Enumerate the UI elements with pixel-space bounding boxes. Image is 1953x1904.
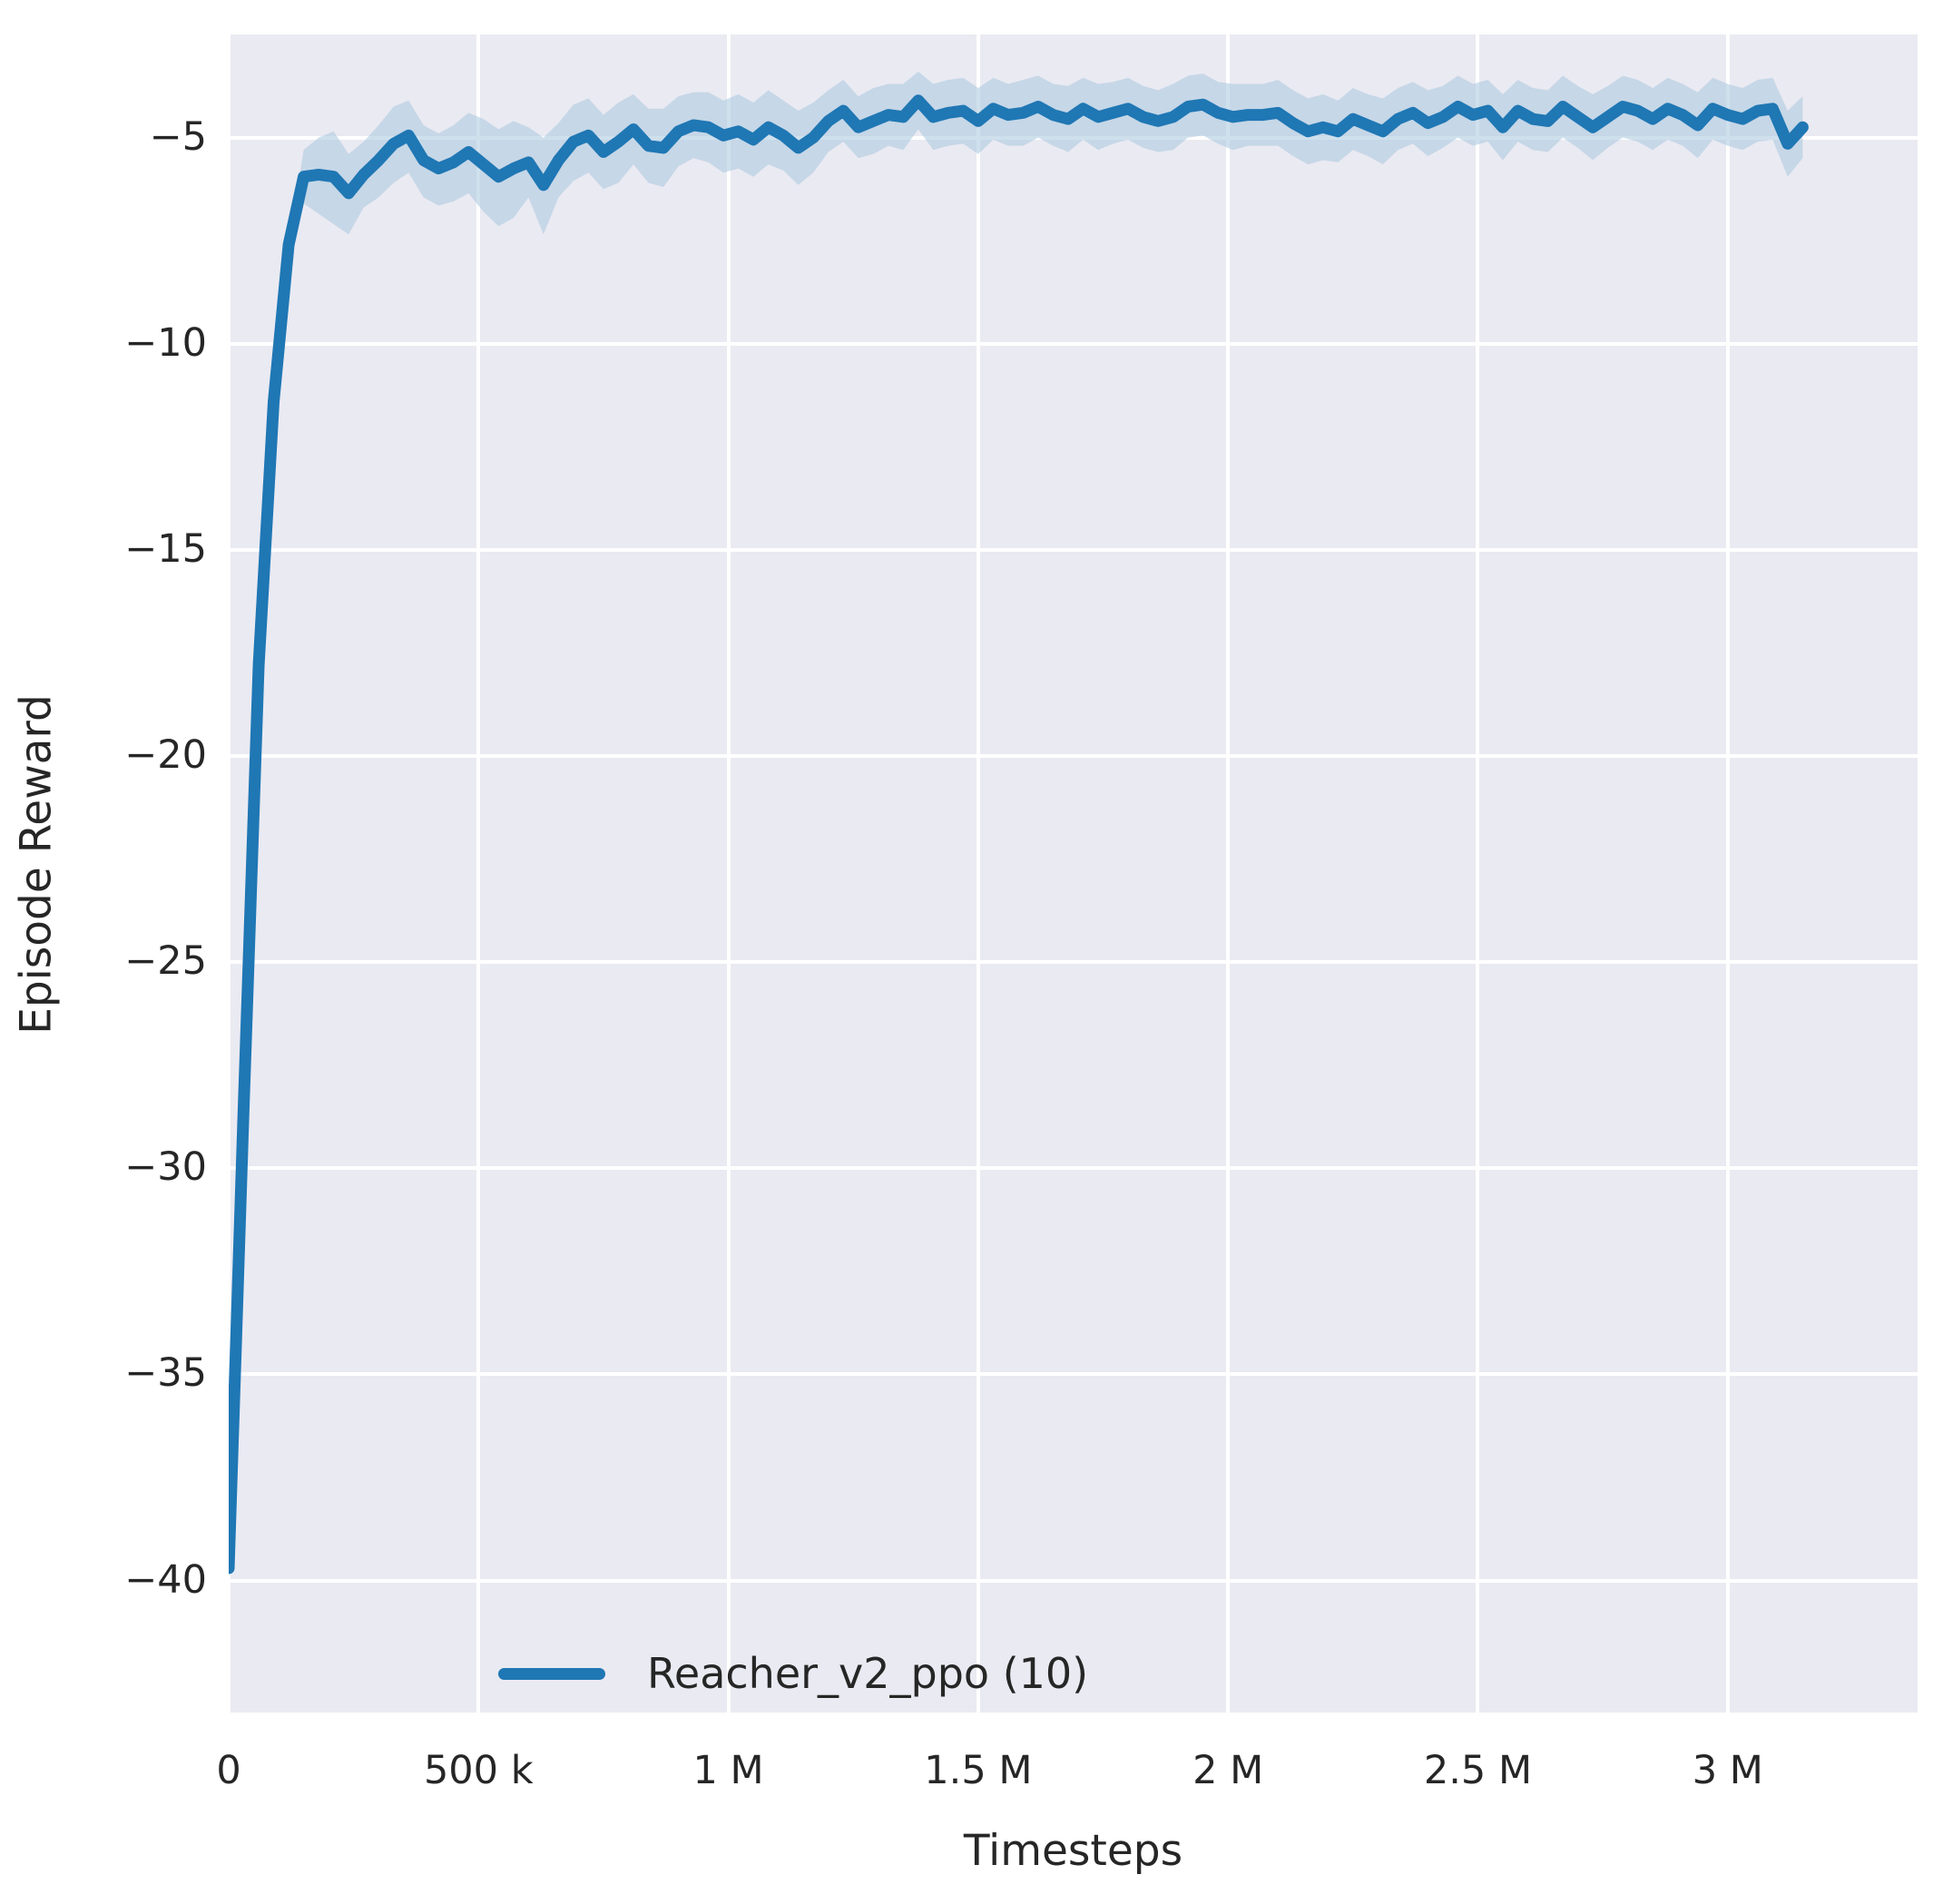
x-tick-label: 0 (216, 1748, 241, 1793)
gridline-vertical (1476, 34, 1480, 1713)
legend-label: Reacher_v2_ppo (10) (647, 1649, 1089, 1698)
gridline-vertical (1725, 34, 1730, 1713)
plot-area: Reacher_v2_ppo (10) (229, 34, 1918, 1713)
legend-line-swatch (498, 1667, 605, 1680)
gridline-vertical (476, 34, 481, 1713)
series-canvas (229, 71, 1809, 1575)
gridline-vertical (229, 34, 231, 1713)
y-tick-label: −35 (124, 1350, 207, 1397)
x-axis-label: Timesteps (963, 1826, 1183, 1876)
x-tick-label: 2.5 M (1423, 1748, 1533, 1793)
gridline-vertical (1226, 34, 1231, 1713)
x-tick-label: 1 M (692, 1748, 764, 1793)
gridline-horizontal (229, 1578, 1918, 1583)
gridline-horizontal (229, 960, 1918, 965)
y-axis-label: Episode Reward (11, 694, 62, 1035)
x-tick-label: 500 k (423, 1748, 534, 1793)
y-tick-label: −30 (124, 1144, 207, 1191)
confidence-band (229, 71, 1803, 1568)
gridline-vertical (726, 34, 731, 1713)
y-tick-label: −20 (124, 732, 207, 779)
y-tick-label: −15 (124, 525, 207, 572)
x-tick-label: 3 M (1692, 1748, 1763, 1793)
x-tick-label: 1.5 M (924, 1748, 1033, 1793)
gridline-horizontal (229, 341, 1918, 346)
gridline-horizontal (229, 547, 1918, 552)
legend: Reacher_v2_ppo (10) (498, 1645, 1088, 1702)
y-tick-label: −5 (149, 113, 207, 160)
line-series-reacher-v2-ppo (229, 94, 1809, 1575)
y-tick-label: −25 (124, 938, 207, 985)
y-axis-ticks: −5 −10 −15 −20 −25 −30 −35 −40 (0, 0, 207, 1904)
gridline-horizontal (229, 1372, 1918, 1377)
y-tick-label: −10 (124, 319, 207, 366)
y-tick-label: −40 (124, 1556, 207, 1603)
gridline-horizontal (229, 754, 1918, 759)
gridline-horizontal (229, 1166, 1918, 1171)
x-tick-label: 2 M (1192, 1748, 1264, 1793)
gridline-vertical (976, 34, 980, 1713)
